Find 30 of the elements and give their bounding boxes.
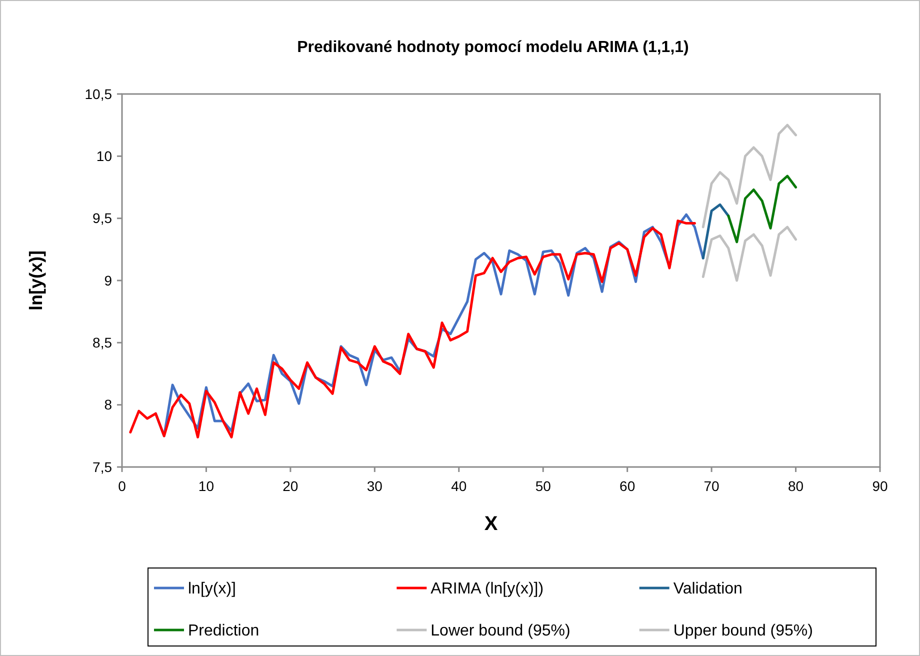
legend-label: Upper bound (95%) bbox=[673, 622, 813, 640]
legend-label: Prediction bbox=[188, 622, 260, 640]
y-tick-label: 8 bbox=[104, 396, 112, 413]
x-tick-label: 20 bbox=[282, 478, 298, 494]
x-tick-label: 30 bbox=[366, 478, 383, 494]
line-series bbox=[702, 124, 798, 228]
legend-label: Lower bound (95%) bbox=[430, 622, 570, 640]
x-tick-label: 10 bbox=[198, 478, 214, 494]
x-tick-label: 80 bbox=[788, 478, 804, 494]
y-tick-label: 9 bbox=[104, 272, 112, 288]
line-series bbox=[727, 174, 798, 244]
legend-label: ln[y(x)] bbox=[188, 580, 236, 598]
line-series bbox=[702, 203, 730, 260]
x-tick-label: 70 bbox=[704, 478, 720, 494]
x-tick-label: 40 bbox=[451, 478, 467, 494]
legend-label: ARIMA (ln[y(x)]) bbox=[430, 580, 544, 598]
y-tick-label: 8,5 bbox=[92, 334, 112, 351]
x-axis-title: X bbox=[484, 513, 498, 535]
y-axis-title: ln[y(x)] bbox=[26, 250, 46, 310]
legend-label: Validation bbox=[673, 580, 742, 598]
y-tick-label: 10 bbox=[96, 148, 112, 164]
x-tick-label: 90 bbox=[872, 478, 888, 494]
chart-title: Predikované hodnoty pomocí modelu ARIMA (1,1,1) bbox=[297, 39, 689, 56]
line-series bbox=[702, 226, 798, 282]
x-tick-label: 0 bbox=[118, 478, 126, 494]
y-tick-label: 7,5 bbox=[92, 458, 112, 475]
y-tick-label: 9,5 bbox=[92, 210, 112, 226]
y-tick-label: 10,5 bbox=[84, 86, 112, 102]
x-tick-label: 60 bbox=[620, 478, 636, 494]
x-tick-label: 50 bbox=[535, 478, 552, 494]
